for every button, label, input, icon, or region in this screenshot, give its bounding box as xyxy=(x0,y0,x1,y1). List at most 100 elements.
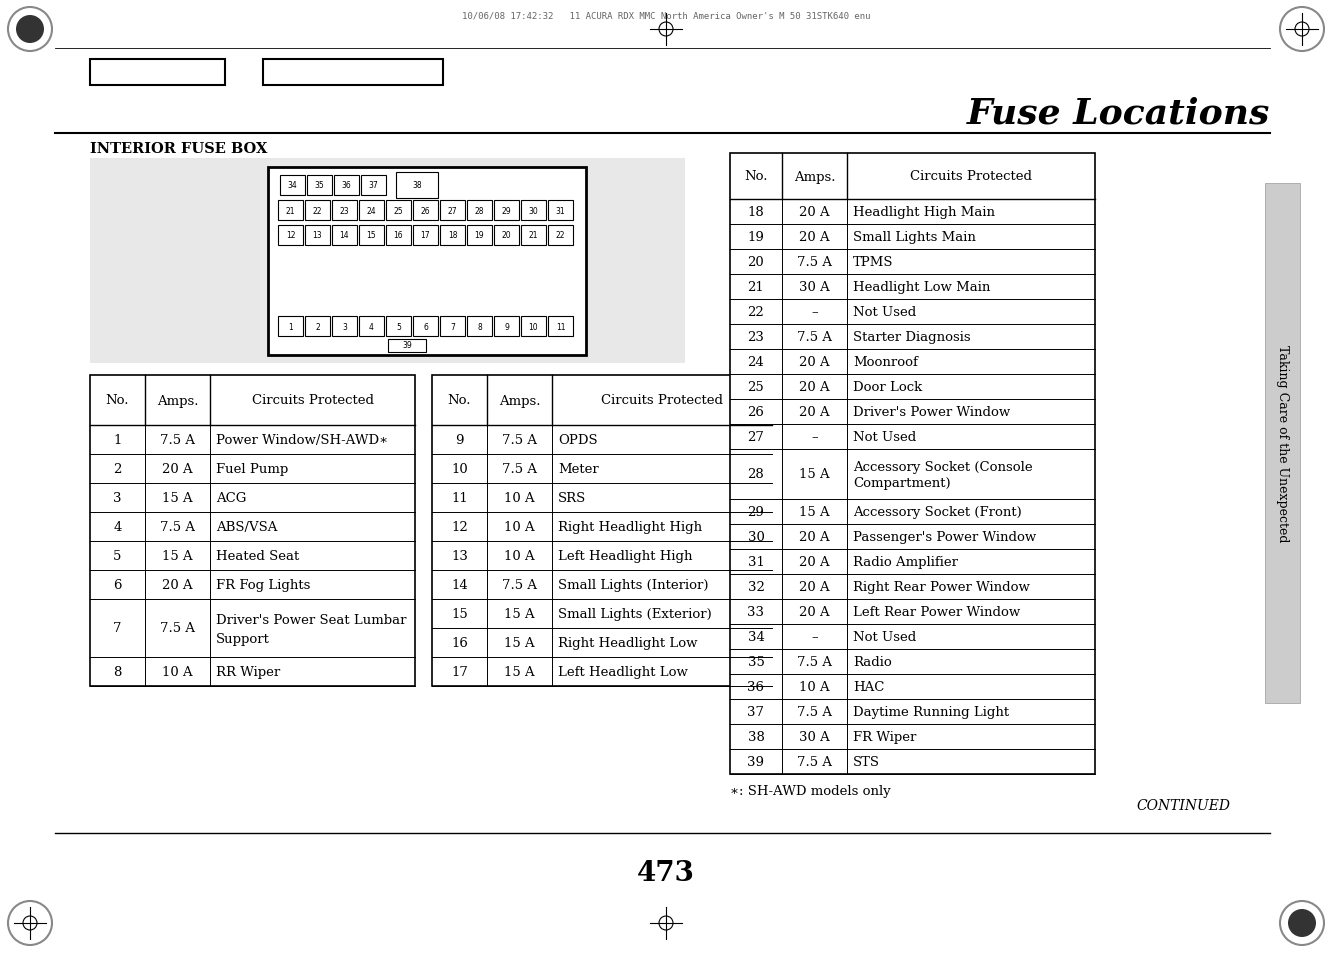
Text: ABS/VSA: ABS/VSA xyxy=(216,520,277,534)
Text: 7.5 A: 7.5 A xyxy=(797,755,832,768)
Text: Starter Diagnosis: Starter Diagnosis xyxy=(852,331,971,344)
Text: –: – xyxy=(811,431,818,443)
Text: 7.5 A: 7.5 A xyxy=(797,255,832,269)
Bar xyxy=(413,316,438,336)
Text: 1: 1 xyxy=(288,322,293,331)
Text: 15 A: 15 A xyxy=(505,637,535,649)
Text: 8: 8 xyxy=(113,665,121,679)
Text: 10: 10 xyxy=(529,322,538,331)
Text: Left Rear Power Window: Left Rear Power Window xyxy=(852,605,1020,618)
Text: SRS: SRS xyxy=(558,492,586,504)
Text: 20 A: 20 A xyxy=(799,355,830,369)
Bar xyxy=(305,201,330,221)
Text: 6: 6 xyxy=(113,578,121,592)
Bar xyxy=(360,201,384,221)
Text: Left Headlight Low: Left Headlight Low xyxy=(558,665,687,679)
Text: 20 A: 20 A xyxy=(799,605,830,618)
Bar xyxy=(494,226,519,246)
Text: 31: 31 xyxy=(555,206,565,215)
Bar xyxy=(91,60,225,86)
Text: STS: STS xyxy=(852,755,880,768)
Text: 5: 5 xyxy=(396,322,401,331)
Bar xyxy=(440,201,465,221)
Text: 15: 15 xyxy=(452,607,468,620)
Bar xyxy=(268,168,586,355)
Text: 38: 38 xyxy=(747,730,765,743)
Text: Small Lights (Interior): Small Lights (Interior) xyxy=(558,578,709,592)
Text: Power Window/SH-AWD∗: Power Window/SH-AWD∗ xyxy=(216,434,388,447)
Bar xyxy=(494,316,519,336)
Text: 34: 34 xyxy=(747,630,765,643)
Text: 1: 1 xyxy=(113,434,121,447)
Text: 11: 11 xyxy=(452,492,468,504)
Text: 21: 21 xyxy=(529,232,538,240)
Text: 35: 35 xyxy=(747,656,765,668)
Text: 18: 18 xyxy=(747,206,765,219)
Text: Taking Care of the Unexpected: Taking Care of the Unexpected xyxy=(1276,345,1289,542)
Text: 7.5 A: 7.5 A xyxy=(502,434,537,447)
Text: 20: 20 xyxy=(747,255,765,269)
Text: 5: 5 xyxy=(113,550,121,562)
Text: Main Menu: Main Menu xyxy=(116,67,200,79)
Circle shape xyxy=(1288,909,1316,937)
Text: Door Lock: Door Lock xyxy=(852,380,922,394)
Bar xyxy=(332,226,357,246)
Text: Meter: Meter xyxy=(558,462,599,476)
Text: 6: 6 xyxy=(424,322,428,331)
Text: 7.5 A: 7.5 A xyxy=(502,578,537,592)
Text: INTERIOR FUSE BOX: INTERIOR FUSE BOX xyxy=(91,142,268,156)
Text: 7.5 A: 7.5 A xyxy=(160,622,194,635)
Bar xyxy=(468,201,492,221)
Text: 24: 24 xyxy=(366,206,377,215)
Text: 15 A: 15 A xyxy=(799,505,830,518)
Text: FR Wiper: FR Wiper xyxy=(852,730,916,743)
Bar xyxy=(278,226,302,246)
Text: 11: 11 xyxy=(555,322,565,331)
Text: Amps.: Amps. xyxy=(794,171,835,183)
Text: Small Lights (Exterior): Small Lights (Exterior) xyxy=(558,607,711,620)
Bar xyxy=(521,201,546,221)
Text: 33: 33 xyxy=(747,605,765,618)
Text: 10 A: 10 A xyxy=(505,550,535,562)
Bar xyxy=(440,316,465,336)
Text: Circuits Protected: Circuits Protected xyxy=(252,395,373,407)
Bar xyxy=(305,316,330,336)
Text: Amps.: Amps. xyxy=(157,395,198,407)
Bar xyxy=(361,175,386,195)
Bar xyxy=(521,226,546,246)
Text: 27: 27 xyxy=(448,206,457,215)
Bar xyxy=(278,316,302,336)
Text: Right Headlight Low: Right Headlight Low xyxy=(558,637,698,649)
Text: 18: 18 xyxy=(448,232,457,240)
Text: Radio Amplifier: Radio Amplifier xyxy=(852,556,958,568)
Text: 29: 29 xyxy=(747,505,765,518)
Text: 10 A: 10 A xyxy=(505,492,535,504)
Bar xyxy=(730,153,1095,774)
Text: 7.5 A: 7.5 A xyxy=(797,705,832,719)
Text: –: – xyxy=(811,306,818,318)
Text: 2: 2 xyxy=(113,462,121,476)
Text: 36: 36 xyxy=(341,181,352,191)
Text: 15 A: 15 A xyxy=(799,468,830,481)
Text: No.: No. xyxy=(448,395,472,407)
Text: 12: 12 xyxy=(286,232,296,240)
Text: 25: 25 xyxy=(394,206,404,215)
Text: 20 A: 20 A xyxy=(799,231,830,244)
Text: Heated Seat: Heated Seat xyxy=(216,550,300,562)
Bar xyxy=(262,60,444,86)
Text: 13: 13 xyxy=(313,232,322,240)
Text: Amps.: Amps. xyxy=(498,395,541,407)
Bar xyxy=(521,316,546,336)
Text: 10 A: 10 A xyxy=(163,665,193,679)
Text: 14: 14 xyxy=(452,578,468,592)
Text: Not Used: Not Used xyxy=(852,431,916,443)
Text: 20 A: 20 A xyxy=(163,462,193,476)
Text: 16: 16 xyxy=(394,232,404,240)
Text: RR Wiper: RR Wiper xyxy=(216,665,280,679)
Text: 19: 19 xyxy=(747,231,765,244)
Bar xyxy=(388,339,426,353)
Text: 28: 28 xyxy=(747,468,765,481)
Text: Fuel Pump: Fuel Pump xyxy=(216,462,288,476)
Bar xyxy=(306,175,332,195)
Bar xyxy=(332,316,357,336)
